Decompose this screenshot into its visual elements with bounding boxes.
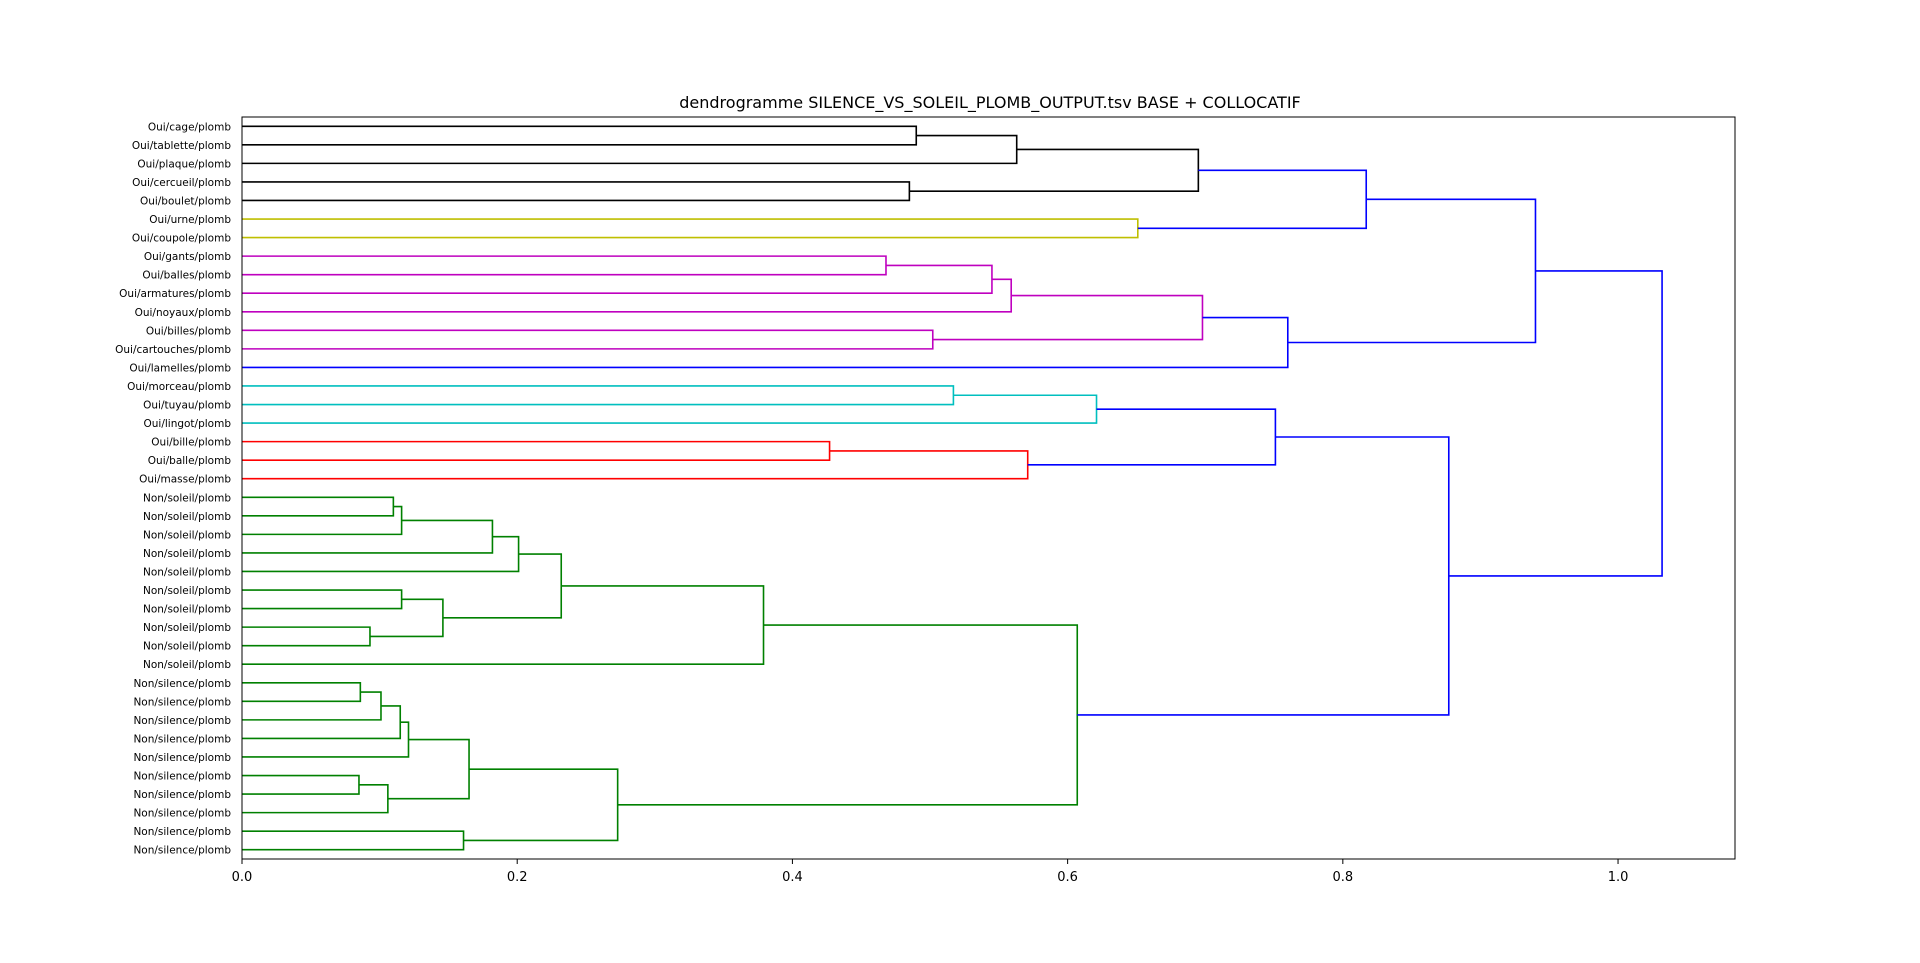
leaf-label: Oui/coupole/plomb xyxy=(132,233,231,245)
dendrogram-link xyxy=(242,626,371,647)
leaf-label: Oui/plaque/plomb xyxy=(137,158,231,170)
dendrogram-link xyxy=(242,496,395,517)
dendrogram-link xyxy=(242,774,360,795)
dendrogram-link xyxy=(1448,270,1663,577)
chart-title: dendrogramme SILENCE_VS_SOLEIL_PLOMB_OUT… xyxy=(679,93,1301,113)
x-tick-label: 0.4 xyxy=(782,870,803,885)
leaf-label: Oui/masse/plomb xyxy=(139,474,231,486)
leaf-label: Non/soleil/plomb xyxy=(143,566,231,578)
dendrogram-link xyxy=(242,705,402,740)
leaf-label: Non/silence/plomb xyxy=(133,789,231,801)
leaf-label: Non/silence/plomb xyxy=(133,771,231,783)
dendrogram-link xyxy=(442,553,563,619)
dendrogram-link xyxy=(242,784,389,814)
dendrogram-link xyxy=(369,598,444,638)
leaf-label: Oui/cage/plomb xyxy=(148,121,231,133)
dendrogram-link xyxy=(1137,169,1368,230)
x-tick-label: 0.0 xyxy=(232,870,253,885)
leaf-label: Non/silence/plomb xyxy=(133,696,231,708)
dendrogram-link xyxy=(242,394,1098,424)
leaf-label: Non/soleil/plomb xyxy=(143,641,231,653)
leaf-label: Oui/boulet/plomb xyxy=(140,195,231,207)
leaf-label: Non/silence/plomb xyxy=(133,733,231,745)
dendrogram-link xyxy=(242,505,403,536)
leaf-label: Non/soleil/plomb xyxy=(143,511,231,523)
dendrogram-link xyxy=(242,721,410,758)
leaf-label: Oui/noyaux/plomb xyxy=(135,307,232,319)
dendrogram-link xyxy=(242,316,1289,369)
dendrogram-link xyxy=(242,589,403,610)
leaf-label: Non/silence/plomb xyxy=(133,678,231,690)
leaf-label: Non/soleil/plomb xyxy=(143,548,231,560)
leaf-label: Non/silence/plomb xyxy=(133,845,231,857)
leaf-label: Oui/lamelles/plomb xyxy=(129,362,231,374)
leaf-label: Non/silence/plomb xyxy=(133,808,231,820)
x-tick-label: 0.6 xyxy=(1057,870,1078,885)
dendrogram-link xyxy=(909,148,1200,192)
dendrogram-link xyxy=(242,278,1012,313)
dendrogram-link xyxy=(1287,198,1537,344)
leaf-label: Oui/gants/plomb xyxy=(144,251,231,263)
leaf-label: Non/soleil/plomb xyxy=(143,585,231,597)
dendrogram-link xyxy=(932,294,1204,341)
dendrogram-link xyxy=(242,450,1029,480)
dendrogram-link xyxy=(463,768,619,842)
dendrogram-links xyxy=(242,125,1663,851)
dendrogram-link xyxy=(242,329,934,350)
dendrogram-link xyxy=(242,440,831,461)
dendrogram-link xyxy=(242,125,918,146)
leaf-label: Non/soleil/plomb xyxy=(143,529,231,541)
leaf-label: Non/silence/plomb xyxy=(133,715,231,727)
dendrogram-link xyxy=(242,519,494,554)
leaf-label: Oui/lingot/plomb xyxy=(143,418,231,430)
dendrogram-link xyxy=(1027,408,1277,466)
leaf-label: Oui/armatures/plomb xyxy=(119,288,231,300)
dendrogram-link xyxy=(242,585,765,666)
leaf-label: Oui/billes/plomb xyxy=(146,325,231,337)
dendrogram-link xyxy=(242,255,887,276)
dendrogram-link xyxy=(387,738,470,800)
leaf-label: Non/soleil/plomb xyxy=(143,659,231,671)
dendrogram-link xyxy=(242,385,955,406)
leaf-label: Non/soleil/plomb xyxy=(143,492,231,504)
leaf-label: Oui/tablette/plomb xyxy=(132,140,231,152)
plot-frame xyxy=(241,116,1736,860)
dendrogram-link xyxy=(1077,436,1450,716)
leaf-label: Non/soleil/plomb xyxy=(143,622,231,634)
dendrogram-link xyxy=(617,624,1079,806)
dendrogram-link xyxy=(242,134,1018,165)
dendrogram-link xyxy=(242,535,520,573)
dendrogram-link xyxy=(242,264,993,295)
dendrogram-link xyxy=(242,681,362,703)
leaf-label: Oui/urne/plomb xyxy=(149,214,231,226)
dendrogram-link xyxy=(242,830,465,851)
leaf-label: Non/silence/plomb xyxy=(133,752,231,764)
leaf-label: Oui/bille/plomb xyxy=(151,437,231,449)
leaf-label: Non/soleil/plomb xyxy=(143,604,231,616)
dendrogram-link xyxy=(242,181,911,202)
leaf-label: Oui/cercueil/plomb xyxy=(132,177,231,189)
leaf-label: Non/silence/plomb xyxy=(133,826,231,838)
x-tick-label: 1.0 xyxy=(1608,870,1629,885)
x-tick-label: 0.2 xyxy=(507,870,528,885)
leaf-label: Oui/morceau/plomb xyxy=(127,381,231,393)
leaf-label: Oui/tuyau/plomb xyxy=(143,400,231,412)
leaf-label: Oui/balle/plomb xyxy=(148,455,232,467)
x-tick-label: 0.8 xyxy=(1332,870,1353,885)
dendrogram-link xyxy=(242,218,1139,239)
leaf-labels: Oui/cage/plomb Oui/tablette/plomb Oui/plaq… xyxy=(115,121,231,856)
leaf-label: Oui/cartouches/plomb xyxy=(115,344,231,356)
x-axis: 0.0 0.2 0.4 0.6 0.8 1.0 xyxy=(232,859,1629,885)
leaf-label: Oui/balles/plomb xyxy=(142,270,231,282)
